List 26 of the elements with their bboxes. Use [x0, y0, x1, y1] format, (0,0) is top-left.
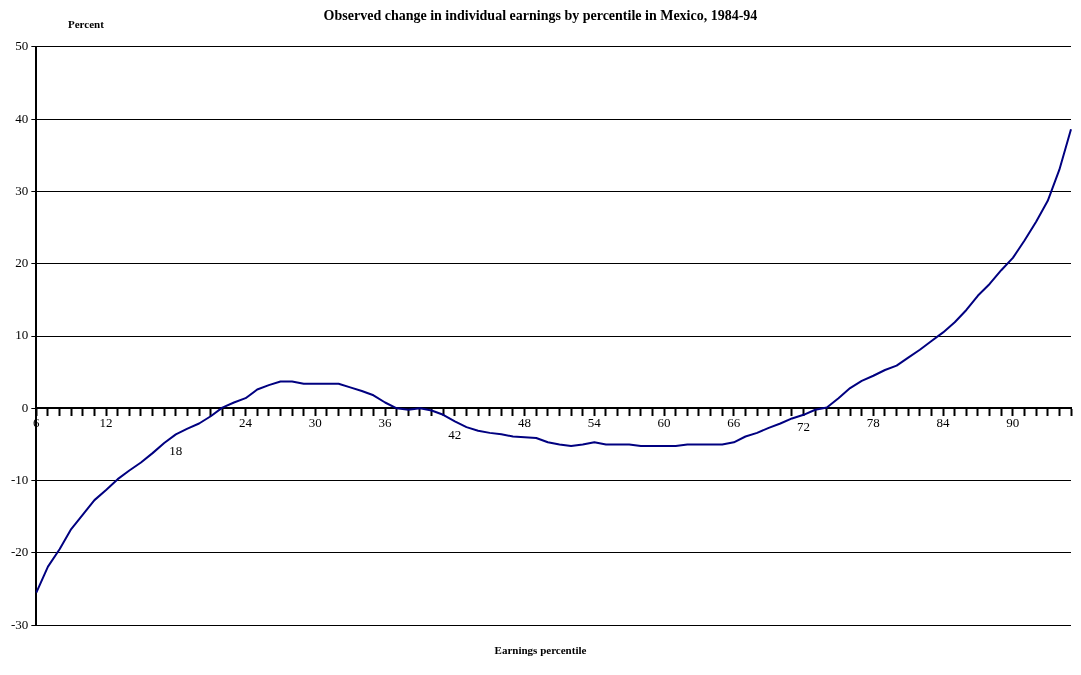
y-tick-label: 0 [21, 399, 29, 415]
y-tick-label: -30 [10, 616, 29, 632]
x-tick-label: 42 [448, 427, 462, 443]
x-tick-label: 78 [866, 415, 880, 431]
x-tick-label: 84 [936, 415, 951, 431]
x-tick-label: 66 [727, 415, 741, 431]
x-tick-label: 36 [378, 415, 393, 431]
y-tick-label: 30 [15, 182, 29, 198]
y-tick-label: 40 [15, 110, 29, 126]
x-tick-label: 60 [657, 415, 671, 431]
x-tick-label: 90 [1006, 415, 1020, 431]
x-tick-label: 24 [239, 415, 253, 431]
x-axis-title: Earnings percentile [493, 644, 588, 656]
x-tick-label: 30 [308, 415, 322, 431]
chart-title: Observed change in individual earnings by percentile in Mexico, 1984-94 [323, 8, 758, 23]
x-tick-label: 48 [518, 415, 532, 431]
x-tick-label: 12 [99, 415, 113, 431]
y-tick-label: 50 [15, 38, 29, 54]
y-tick-label: 10 [15, 327, 29, 343]
y-tick-label: -10 [10, 472, 29, 488]
x-tick-label: 18 [169, 443, 183, 459]
y-tick-label: 20 [15, 255, 29, 271]
x-tick-label: 72 [797, 419, 811, 435]
y-tick-label: -20 [10, 544, 29, 560]
y-axis-title: Percent [68, 18, 104, 30]
x-tick-label: 54 [587, 415, 602, 431]
